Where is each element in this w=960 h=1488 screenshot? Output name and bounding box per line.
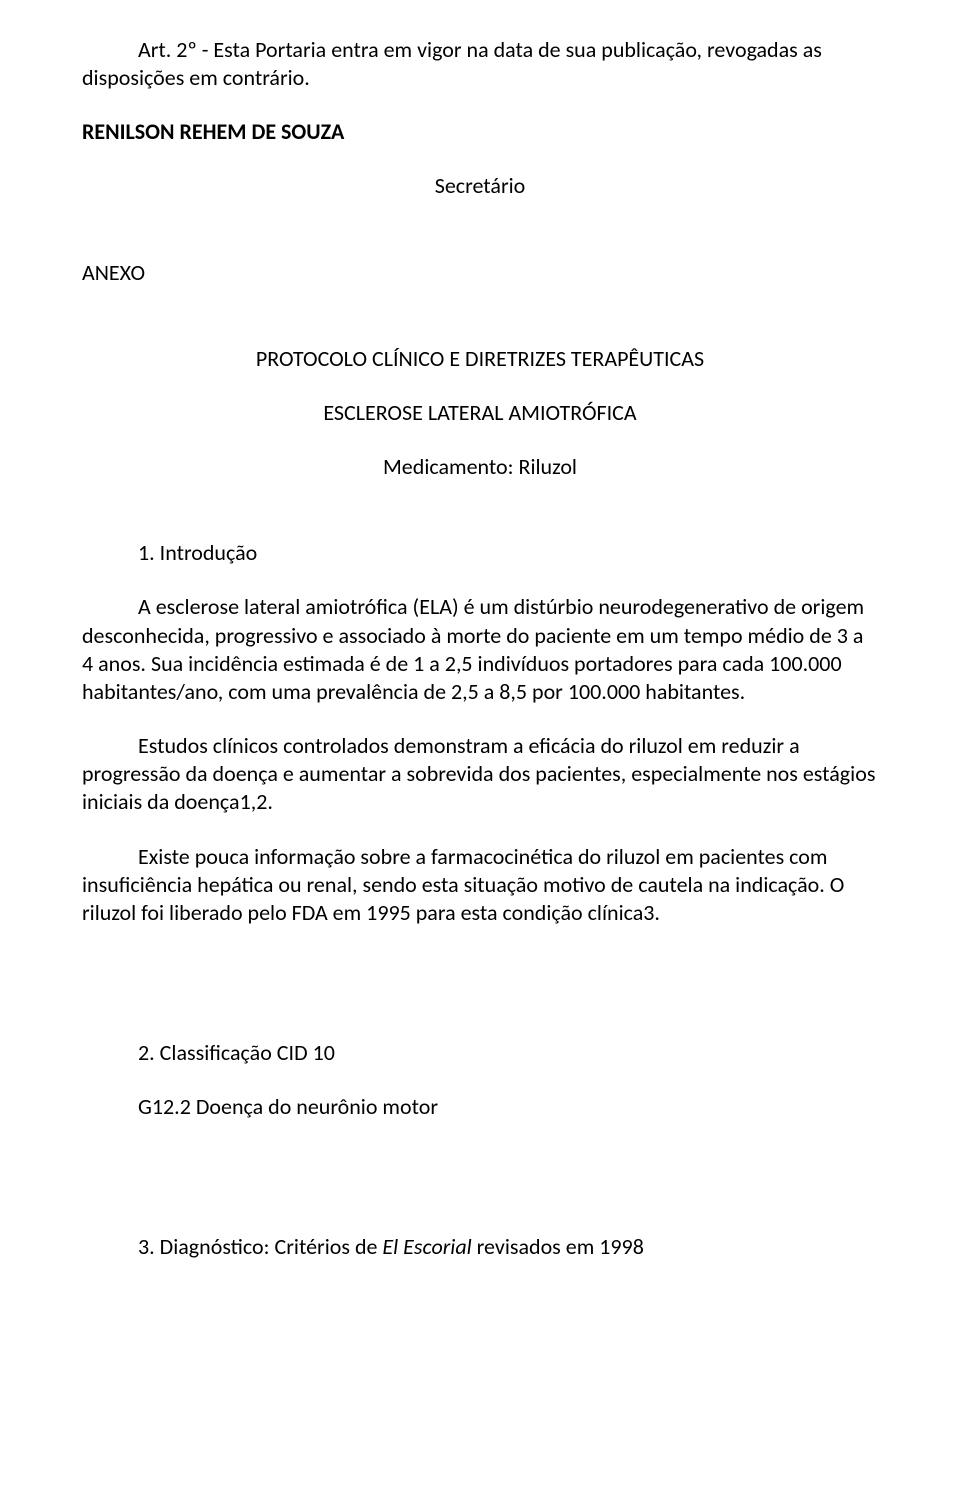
article-2: Art. 2º - Esta Portaria entra em vigor n… bbox=[82, 36, 878, 92]
spacer bbox=[82, 1147, 878, 1233]
spacer bbox=[82, 313, 878, 345]
section-2-heading: 2. Classificação CID 10 bbox=[82, 1039, 878, 1067]
document-page: Art. 2º - Esta Portaria entra em vigor n… bbox=[0, 0, 960, 1488]
section-3-heading: 3. Diagnóstico: Critérios de El Escorial… bbox=[82, 1233, 878, 1261]
spacer bbox=[82, 953, 878, 1039]
section-1-heading: 1. Introdução bbox=[82, 539, 878, 567]
section-1-p2: Estudos clínicos controlados demonstram … bbox=[82, 732, 878, 816]
annex-subtitle: ESCLEROSE LATERAL AMIOTRÓFICA bbox=[82, 399, 878, 427]
annex-medication: Medicamento: Riluzol bbox=[82, 453, 878, 481]
section-1-p3: Existe pouca informação sobre a farmacoc… bbox=[82, 843, 878, 927]
spacer bbox=[82, 507, 878, 539]
section-3-italic: El Escorial bbox=[382, 1233, 471, 1260]
annex-title: PROTOCOLO CLÍNICO E DIRETRIZES TERAPÊUTI… bbox=[82, 345, 878, 373]
section-2-line: G12.2 Doença do neurônio motor bbox=[82, 1093, 878, 1121]
section-3-suffix: revisados em 1998 bbox=[472, 1233, 644, 1260]
annex-label: ANEXO bbox=[82, 259, 878, 287]
signatory-role: Secretário bbox=[82, 172, 878, 200]
section-3-prefix: 3. Diagnóstico: Critérios de bbox=[138, 1233, 382, 1260]
section-1-p1: A esclerose lateral amiotrófica (ELA) é … bbox=[82, 593, 878, 706]
signatory-name: RENILSON REHEM DE SOUZA bbox=[82, 118, 878, 146]
spacer bbox=[82, 227, 878, 259]
